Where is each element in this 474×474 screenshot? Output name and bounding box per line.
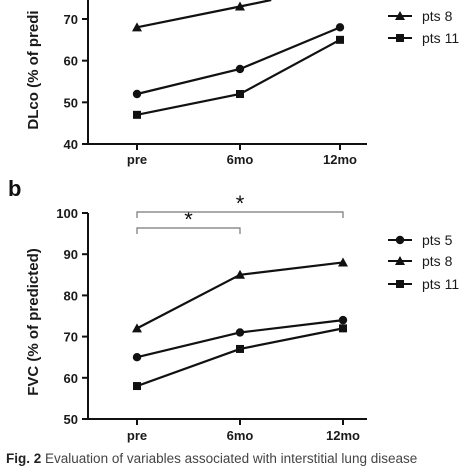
data-point	[133, 382, 141, 391]
figure-caption: Fig. 2 Evaluation of variables associate…	[6, 451, 474, 466]
significance-bracket	[136, 211, 344, 218]
series-pts-8	[132, 0, 272, 32]
y-tick-label: 60	[64, 371, 78, 386]
y-tick-label: 50	[64, 412, 78, 427]
chart-panel-b: 50 60 70 80 90 100 pre 6mo 12mo FVC (% of predict…	[8, 176, 459, 443]
legend-label: pts 5	[422, 232, 453, 248]
y-tick-label: 70	[64, 12, 78, 27]
data-point	[132, 22, 142, 32]
series-line	[136, 38, 341, 116]
panel-letter: b	[8, 176, 21, 201]
data-point	[236, 344, 244, 353]
legend-item: pts 11	[388, 30, 459, 46]
data-point	[235, 328, 245, 337]
legend-marker	[396, 280, 404, 288]
data-point	[132, 89, 142, 99]
x-tick-label: 12mo	[323, 152, 357, 167]
series-line	[136, 0, 272, 29]
x-tick-label: 6mo	[227, 428, 254, 443]
y-tick-label: 80	[64, 288, 78, 303]
legend-marker	[395, 11, 405, 20]
legend-item: pts 11	[388, 276, 459, 292]
y-axis-label: DLco (% of predi	[25, 10, 42, 129]
data-point	[235, 1, 245, 11]
series-unnamed	[132, 23, 345, 99]
legend-item: pts 8	[388, 8, 453, 24]
significance-star: *	[236, 191, 245, 216]
y-tick-label: 70	[64, 330, 78, 345]
data-point	[235, 269, 245, 279]
data-point	[338, 315, 348, 325]
x-tick-label: 6mo	[227, 152, 254, 167]
legend-label: pts 8	[422, 253, 453, 269]
data-point	[132, 323, 142, 333]
legend-label: pts 8	[422, 8, 453, 24]
y-tick-label: 90	[64, 247, 78, 262]
y-tick-label: 60	[64, 54, 78, 69]
data-point	[336, 35, 344, 44]
data-point	[235, 64, 245, 74]
data-point	[133, 110, 141, 119]
data-point	[339, 324, 347, 333]
x-tick-label: 12mo	[326, 428, 360, 443]
legend-item: pts 5	[388, 232, 453, 248]
legend-item: pts 8	[388, 253, 453, 269]
legend-label: pts 11	[422, 276, 459, 292]
series-line	[136, 327, 344, 388]
legend-label: pts 11	[422, 30, 459, 46]
series-line	[136, 26, 341, 96]
series-pts-8	[132, 257, 348, 333]
chart-panel-a: 40 50 60 70 pre 6mo 12mo DLco (% of predi pts 8 p…	[25, 0, 459, 167]
y-tick-label: 100	[56, 206, 78, 221]
series-pts-11	[133, 35, 344, 119]
x-tick-label: pre	[127, 428, 147, 443]
caption-label: Fig. 2	[6, 451, 42, 466]
series-pts-11	[133, 324, 347, 391]
data-point	[338, 257, 348, 267]
data-point	[236, 90, 244, 98]
data-point	[335, 23, 345, 32]
y-axis-label: FVC (% of predicted)	[25, 248, 42, 396]
x-tick-label: pre	[127, 152, 147, 167]
legend-marker	[395, 256, 405, 265]
significance-bracket	[136, 227, 241, 234]
y-tick-label: 50	[64, 95, 78, 110]
series-pts-5	[132, 315, 348, 362]
data-point	[132, 353, 142, 362]
legend-marker	[396, 34, 404, 42]
significance-star: *	[184, 207, 193, 232]
y-tick-label: 40	[64, 137, 78, 152]
caption-text: Evaluation of variables associated with …	[45, 451, 418, 466]
legend-marker	[395, 235, 405, 245]
